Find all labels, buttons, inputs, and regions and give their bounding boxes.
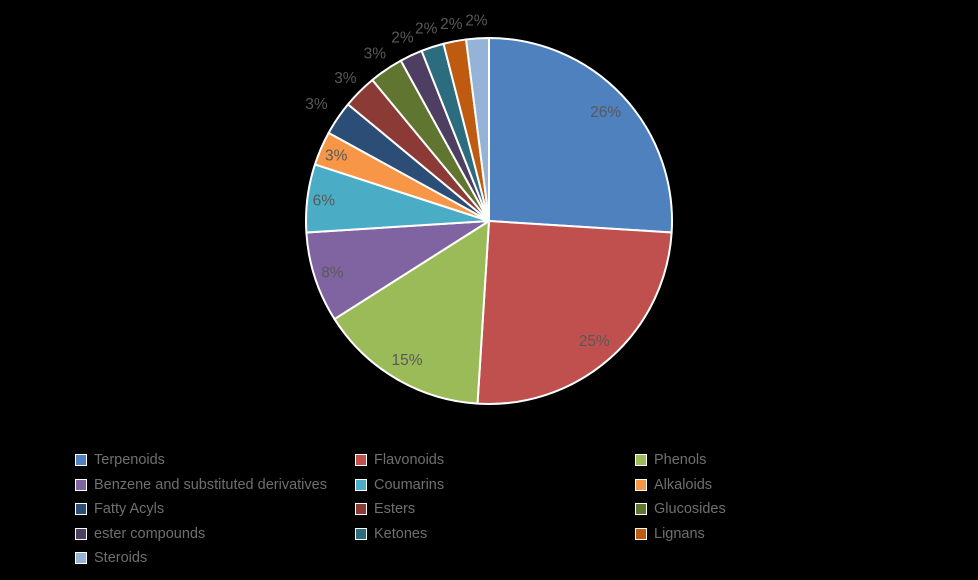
- percent-label-lignans: 2%: [440, 16, 463, 33]
- legend-swatch-icon: [75, 552, 87, 565]
- percent-label-fatty-acyls: 3%: [305, 96, 328, 113]
- legend-item-steroids[interactable]: Steroids: [75, 546, 355, 571]
- legend-label: Lignans: [654, 525, 705, 542]
- legend-label: Terpenoids: [94, 452, 165, 469]
- legend-label: Alkaloids: [654, 476, 713, 493]
- legend-swatch-icon: [355, 478, 367, 491]
- legend: Terpenoids Flavonoids Phenols Benzene and s…: [75, 448, 915, 571]
- percent-label-benzene-and-substituted-derivatives: 8%: [321, 264, 344, 281]
- percent-label-alkaloids: 3%: [325, 147, 348, 164]
- legend-label: Esters: [374, 501, 416, 518]
- legend-label: Steroids: [94, 550, 148, 567]
- legend-item-coumarins[interactable]: Coumarins: [355, 473, 635, 498]
- legend-item-ester-compounds[interactable]: ester compounds: [75, 522, 355, 547]
- legend-swatch-icon: [635, 527, 647, 540]
- legend-swatch-icon: [355, 503, 367, 516]
- percent-label-ester-compounds: 2%: [391, 30, 414, 47]
- legend-label: Benzene and substituted derivatives: [94, 476, 327, 493]
- percent-label-esters: 3%: [334, 70, 357, 87]
- legend-item-fatty-acyls[interactable]: Fatty Acyls: [75, 497, 355, 522]
- legend-label: Glucosides: [654, 501, 726, 518]
- legend-item-phenols[interactable]: Phenols: [635, 448, 915, 473]
- pie-slice-benzene-and-substituted-derivatives[interactable]: [305, 220, 490, 321]
- legend-swatch-icon: [75, 503, 87, 516]
- legend-swatch-icon: [75, 478, 87, 491]
- pie-slice-terpenoids[interactable]: [488, 37, 674, 234]
- legend-item-alkaloids[interactable]: Alkaloids: [635, 473, 915, 498]
- legend-swatch-icon: [75, 454, 87, 467]
- legend-item-terpenoids[interactable]: Terpenoids: [75, 448, 355, 473]
- pie-slice-steroids[interactable]: [465, 36, 490, 222]
- percent-label-terpenoids: 26%: [590, 104, 621, 121]
- legend-item-esters[interactable]: Esters: [355, 497, 635, 522]
- legend-item-ketones[interactable]: Ketones: [355, 522, 635, 547]
- legend-swatch-icon: [355, 527, 367, 540]
- legend-item-flavonoids[interactable]: Flavonoids: [355, 448, 635, 473]
- legend-label: ester compounds: [94, 525, 206, 542]
- percent-label-ketones: 2%: [415, 20, 438, 37]
- legend-item-benzene-and-substituted-derivatives[interactable]: Benzene and substituted derivatives: [75, 473, 355, 498]
- legend-label: Flavonoids: [374, 452, 445, 469]
- legend-swatch-icon: [355, 454, 367, 467]
- percent-label-coumarins: 6%: [313, 193, 336, 210]
- pie-slice-phenols[interactable]: [333, 220, 490, 405]
- percent-label-glucosides: 3%: [364, 46, 387, 63]
- percent-label-flavonoids: 25%: [579, 333, 610, 350]
- legend-item-lignans[interactable]: Lignans: [635, 522, 915, 547]
- legend-label: Ketones: [374, 525, 428, 542]
- legend-swatch-icon: [635, 478, 647, 491]
- legend-item-glucosides[interactable]: Glucosides: [635, 497, 915, 522]
- percent-label-phenols: 15%: [391, 352, 422, 369]
- percent-label-steroids: 2%: [465, 13, 488, 30]
- legend-label: Coumarins: [374, 476, 445, 493]
- legend-label: Phenols: [654, 452, 707, 469]
- legend-swatch-icon: [635, 454, 647, 467]
- pie-slice-flavonoids[interactable]: [476, 220, 673, 406]
- legend-label: Fatty Acyls: [94, 501, 165, 518]
- legend-swatch-icon: [75, 527, 87, 540]
- legend-swatch-icon: [635, 503, 647, 516]
